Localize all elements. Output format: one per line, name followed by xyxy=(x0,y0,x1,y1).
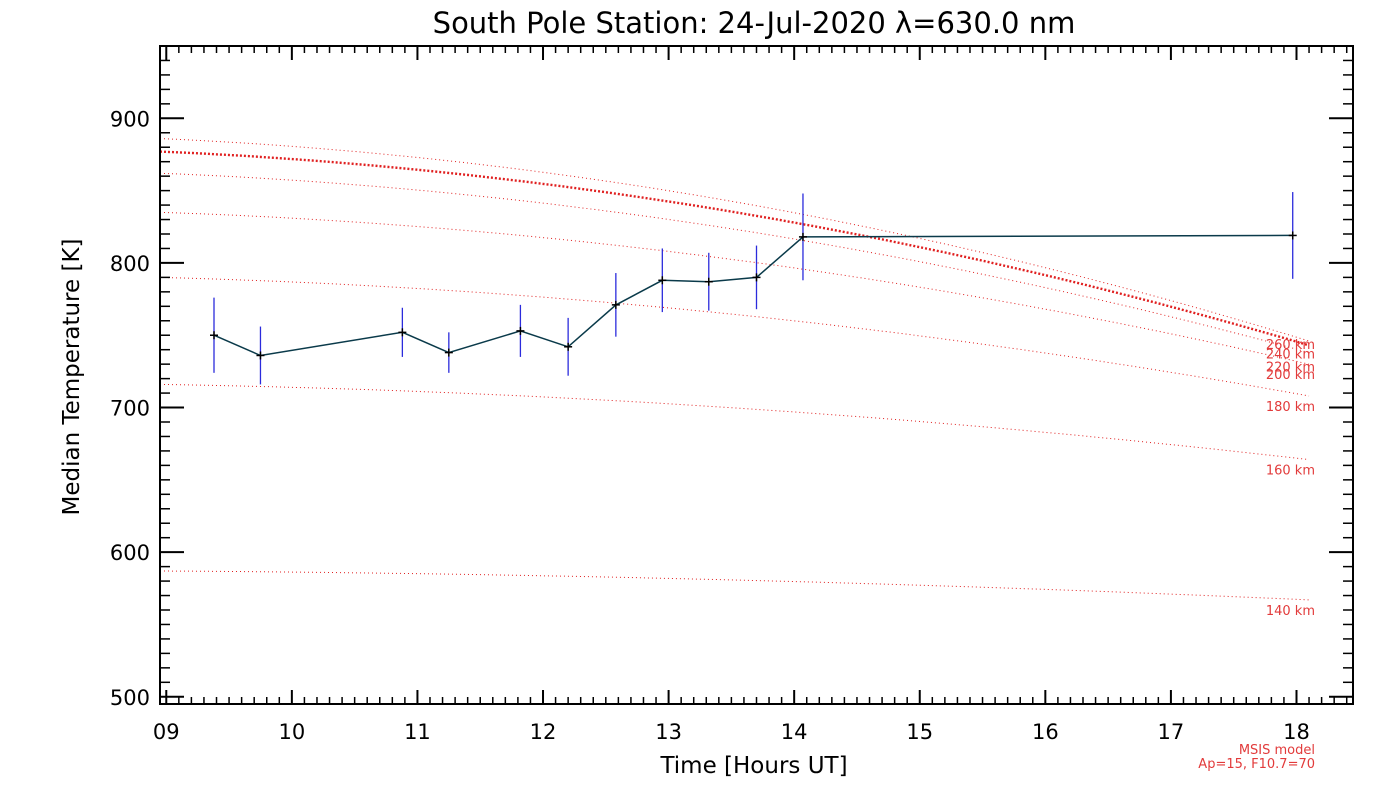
data-point xyxy=(658,276,667,285)
x-tick-label: 13 xyxy=(655,720,682,744)
y-tick-label: 500 xyxy=(110,686,150,710)
data-point xyxy=(564,342,573,351)
y-axis-label: Median Temperature [K] xyxy=(59,239,85,516)
data-point xyxy=(256,351,265,360)
x-tick-label: 14 xyxy=(781,720,808,744)
msis-curve-label: 160 km xyxy=(1266,464,1315,479)
data-point xyxy=(1288,231,1297,240)
x-tick-label: 18 xyxy=(1283,720,1310,744)
x-tick-label: 15 xyxy=(906,720,933,744)
msis-curve xyxy=(159,150,1310,347)
data-point xyxy=(444,348,453,357)
msis-curve xyxy=(159,211,1310,365)
chart-title: South Pole Station: 24-Jul-2020 λ=630.0 … xyxy=(433,6,1076,40)
data-point xyxy=(611,300,620,309)
x-tick-label: 09 xyxy=(153,720,180,744)
data-point xyxy=(798,232,807,241)
msis-curve-label: 140 km xyxy=(1266,604,1315,619)
x-tick-label: 12 xyxy=(530,720,557,744)
data-point xyxy=(516,326,525,335)
msis-curve-label: 180 km xyxy=(1266,400,1315,415)
y-tick-label: 900 xyxy=(110,107,150,131)
y-tick-label: 700 xyxy=(110,397,150,421)
temperature-line xyxy=(213,234,1293,357)
x-tick-label: 16 xyxy=(1032,720,1059,744)
y-tick-label: 800 xyxy=(110,252,150,276)
msis-curve-label: 240 km xyxy=(1266,347,1315,362)
data-point xyxy=(398,328,407,337)
x-tick-label: 11 xyxy=(404,720,431,744)
msis-model-note: MSIS model xyxy=(1239,743,1315,758)
data-point xyxy=(752,273,761,282)
x-tick-label: 10 xyxy=(278,720,305,744)
msis-parameters-note: Ap=15, F10.7=70 xyxy=(1198,757,1315,772)
axes: 09 10 11 12 13 14 15 16 17 18 500 600 700 800 900 xyxy=(110,45,1353,744)
data-point xyxy=(209,331,218,340)
msis-curve-label: 200 km xyxy=(1266,368,1315,383)
x-axis-label: Time [Hours UT] xyxy=(659,753,847,779)
data-point xyxy=(704,277,713,286)
x-tick-label: 17 xyxy=(1158,720,1185,744)
msis-curve-label: 220 km xyxy=(1266,361,1315,376)
y-tick-label: 600 xyxy=(110,541,150,565)
measurement-series xyxy=(209,192,1297,385)
msis-curve-label: 260 km xyxy=(1266,338,1315,353)
